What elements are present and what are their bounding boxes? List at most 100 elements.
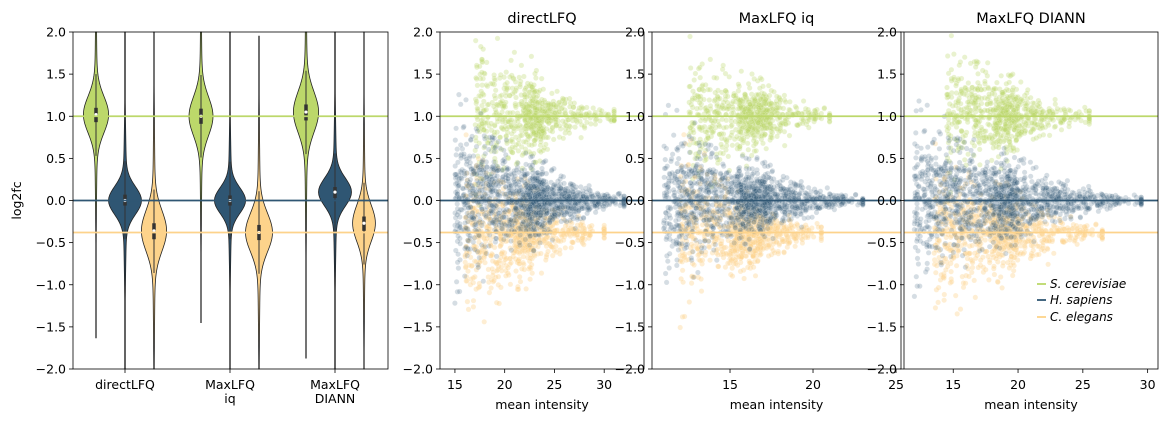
point-s_cerevisiae (507, 119, 513, 125)
point-s_cerevisiae (555, 118, 561, 124)
point-c_elegans (538, 270, 545, 276)
point-s_cerevisiae (592, 121, 599, 127)
y-tick-label: 1.5 (413, 67, 433, 82)
point-s_cerevisiae (560, 118, 566, 124)
point-s_cerevisiae (570, 104, 577, 110)
point-h_sapiens (515, 191, 522, 198)
x-tick-label: MaxLFQ (205, 377, 255, 392)
point-h_sapiens (561, 180, 567, 187)
point-h_sapiens (493, 235, 500, 242)
point-s_cerevisiae (517, 81, 523, 88)
point-s_cerevisiae (526, 148, 533, 155)
point-s_cerevisiae (503, 133, 509, 140)
point-s_cerevisiae (522, 117, 528, 123)
point-h_sapiens (529, 162, 536, 169)
point-s_cerevisiae (511, 128, 517, 134)
point-c_elegans (549, 252, 556, 259)
point-s_cerevisiae (542, 102, 549, 109)
point-s_cerevisiae (752, 96, 758, 102)
point-s_cerevisiae (541, 117, 547, 123)
point-c_elegans (601, 234, 608, 241)
point-s_cerevisiae (718, 141, 724, 148)
point-s_cerevisiae (540, 128, 547, 134)
point-c_elegans (488, 285, 494, 291)
point-s_cerevisiae (522, 117, 528, 124)
point-s_cerevisiae (552, 102, 559, 109)
point-c_elegans (815, 224, 822, 230)
y-tick-label: −2.0 (36, 362, 66, 377)
point-s_cerevisiae (592, 117, 599, 123)
point-h_sapiens (502, 151, 509, 158)
point-h_sapiens (471, 170, 477, 177)
point-s_cerevisiae (540, 134, 547, 141)
point-h_sapiens (488, 171, 495, 177)
point-s_cerevisiae (723, 147, 729, 153)
point-s_cerevisiae (526, 89, 533, 96)
point-s_cerevisiae (472, 191, 479, 198)
point-h_sapiens (477, 194, 483, 200)
point-s_cerevisiae (530, 129, 536, 136)
point-c_elegans (548, 244, 555, 250)
point-c_elegans (510, 253, 517, 260)
point-h_sapiens (476, 232, 483, 239)
point-s_cerevisiae (537, 119, 543, 126)
point-s_cerevisiae (532, 137, 539, 143)
point-h_sapiens (486, 243, 492, 249)
point-h_sapiens (522, 185, 529, 191)
point-s_cerevisiae (545, 108, 551, 114)
point-s_cerevisiae (549, 90, 555, 97)
point-s_cerevisiae (513, 94, 519, 101)
point-s_cerevisiae (532, 70, 538, 77)
point-s_cerevisiae (546, 120, 552, 127)
point-s_cerevisiae (483, 128, 490, 134)
x-tick-label: 30 (596, 377, 612, 392)
point-s_cerevisiae (717, 95, 723, 102)
point-s_cerevisiae (534, 119, 541, 126)
point-s_cerevisiae (503, 69, 510, 75)
point-s_cerevisiae (547, 127, 554, 134)
point-s_cerevisiae (480, 98, 487, 105)
y-tick-label: −2.0 (403, 362, 433, 377)
point-s_cerevisiae (769, 110, 776, 117)
point-h_sapiens (490, 179, 497, 186)
point-s_cerevisiae (532, 103, 538, 109)
point-s_cerevisiae (690, 88, 696, 94)
point-c_elegans (781, 224, 787, 231)
point-s_cerevisiae (553, 103, 559, 110)
point-s_cerevisiae (485, 101, 492, 108)
point-h_sapiens (541, 192, 547, 199)
point-s_cerevisiae (536, 99, 543, 105)
point-s_cerevisiae (536, 127, 543, 134)
point-h_sapiens (503, 137, 510, 143)
point-h_sapiens (674, 160, 681, 167)
point-s_cerevisiae (697, 64, 703, 71)
point-s_cerevisiae (477, 75, 484, 82)
point-s_cerevisiae (706, 97, 713, 103)
point-s_cerevisiae (498, 146, 505, 153)
panel-0-axes: 2.01.51.00.50.0−0.5−1.0−1.5−2.0 (36, 25, 73, 377)
point-s_cerevisiae (527, 121, 534, 128)
point-s_cerevisiae (532, 99, 538, 105)
point-s_cerevisiae (533, 88, 540, 95)
point-h_sapiens (454, 259, 461, 266)
point-h_sapiens (520, 211, 526, 217)
point-s_cerevisiae (540, 127, 547, 134)
point-c_elegans (544, 251, 550, 258)
point-s_cerevisiae (501, 85, 507, 92)
point-h_sapiens (499, 226, 506, 232)
point-s_cerevisiae (544, 118, 551, 125)
point-s_cerevisiae (560, 96, 567, 102)
point-s_cerevisiae (782, 117, 788, 124)
point-c_elegans (513, 268, 519, 274)
point-h_sapiens (473, 143, 480, 150)
point-h_sapiens (475, 179, 482, 186)
point-s_cerevisiae (526, 108, 533, 115)
point-c_elegans (752, 272, 759, 279)
point-s_cerevisiae (523, 84, 530, 90)
point-h_sapiens (504, 166, 510, 173)
point-s_cerevisiae (546, 101, 553, 108)
point-s_cerevisiae (552, 117, 559, 123)
point-s_cerevisiae (581, 123, 588, 130)
point-s_cerevisiae (556, 134, 563, 140)
point-s_cerevisiae (483, 134, 490, 141)
